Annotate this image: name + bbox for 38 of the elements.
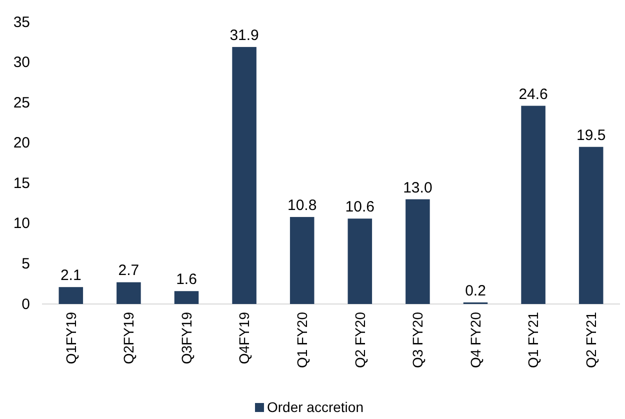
- bar: [290, 216, 314, 304]
- x-tick-label: Q3 FY20: [410, 312, 426, 368]
- bar: [578, 146, 604, 304]
- data-label: 2.1: [60, 267, 82, 284]
- x-tick-label: Q3FY19: [178, 312, 194, 364]
- bar: [406, 199, 430, 304]
- bar: [232, 46, 256, 304]
- data-label: 1.6: [176, 271, 197, 288]
- data-label: 31.9: [230, 26, 259, 44]
- y-tick-label: 15: [13, 174, 30, 192]
- data-label: 0.2: [465, 282, 486, 300]
- x-tick-label: Q2FY19: [120, 312, 137, 364]
- bar: [521, 106, 546, 304]
- x-tick-label: Q2 FY21: [583, 312, 599, 368]
- x-tick-label: Q2 FY20: [352, 312, 368, 368]
- bar: [174, 291, 199, 304]
- x-tick-label: Q1FY19: [62, 312, 79, 364]
- data-label: 19.5: [576, 126, 606, 144]
- y-tick-label: 25: [13, 94, 30, 112]
- x-tick-label: Q1 FY21: [525, 312, 542, 368]
- bar: [116, 282, 141, 304]
- x-tick-label: Q4 FY20: [467, 312, 484, 368]
- x-tick-label: Q4FY19: [236, 312, 252, 364]
- data-label: 24.6: [518, 86, 548, 103]
- data-label: 10.6: [345, 198, 374, 216]
- y-tick-label: 0: [22, 296, 30, 313]
- bar: [58, 287, 84, 304]
- data-label: 2.7: [118, 262, 140, 280]
- data-label: 10.8: [288, 196, 317, 214]
- y-tick-label: 30: [13, 54, 30, 72]
- bar: [348, 218, 372, 304]
- data-label: 13.0: [403, 179, 432, 196]
- x-tick-label: Q1 FY20: [294, 312, 310, 368]
- y-tick-label: 5: [22, 256, 30, 273]
- legend-label: Order accretion: [267, 399, 364, 415]
- y-tick-label: 10: [13, 215, 30, 232]
- y-tick-label: 20: [13, 134, 30, 152]
- y-tick-label: 35: [13, 14, 30, 31]
